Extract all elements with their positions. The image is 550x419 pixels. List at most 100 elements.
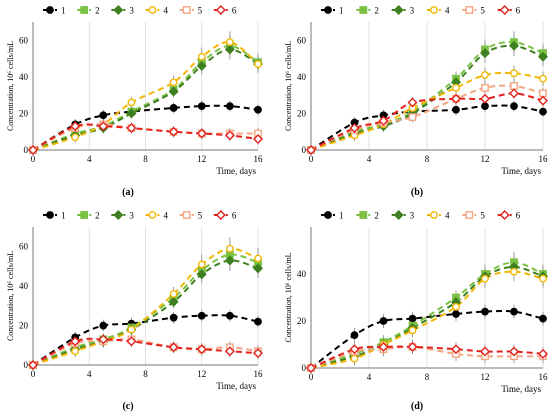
series-5-point	[481, 83, 489, 92]
x-axis-label: Time, days	[501, 166, 541, 176]
legend-marker-3	[393, 210, 404, 220]
series-6-point	[28, 145, 38, 155]
series-4-point	[510, 267, 518, 276]
series-4-point	[350, 354, 359, 363]
x-tick-label: 8	[143, 154, 148, 164]
series-6-point	[451, 344, 461, 355]
x-tick-label: 0	[309, 154, 314, 164]
series-6-point	[126, 336, 137, 347]
legend-label-6: 6	[516, 211, 521, 221]
series-1-point	[350, 331, 359, 339]
legend-label-3: 3	[129, 6, 134, 16]
legend-marker-5	[182, 211, 191, 219]
legend-marker-6	[215, 210, 226, 220]
legend-marker-2	[359, 6, 368, 14]
legend-label-5: 5	[480, 6, 485, 16]
legend-marker-6	[215, 5, 226, 15]
legend-label-1: 1	[339, 6, 344, 16]
x-tick-label: 12	[481, 372, 490, 382]
series-6-point	[378, 115, 389, 126]
series-6-point	[224, 346, 235, 357]
x-tick-label: 12	[481, 154, 490, 164]
series-6-point	[407, 341, 418, 352]
series-4-point	[481, 274, 489, 283]
x-tick-label: 8	[425, 372, 430, 382]
x-tick-label: 4	[87, 154, 92, 164]
y-tick-label: 20	[19, 108, 29, 118]
series-3-point	[253, 263, 263, 274]
y-tick-label: 40	[297, 269, 307, 279]
legend-label-4: 4	[164, 6, 169, 16]
series-4-point	[452, 83, 460, 92]
x-tick-label: 0	[31, 369, 36, 379]
legend-label-2: 2	[95, 6, 100, 16]
panel-label: (c)	[122, 401, 133, 412]
legend-marker-3	[113, 5, 124, 15]
x-tick-label: 8	[425, 154, 430, 164]
series-4-point	[539, 74, 547, 83]
series-6-point	[168, 342, 179, 353]
series-6-point	[224, 130, 235, 141]
series-6-point	[538, 348, 548, 359]
legend-marker-2	[80, 211, 89, 219]
series-6-point	[451, 93, 461, 104]
y-tick-label: 40	[19, 281, 29, 291]
series-1-point	[481, 102, 489, 111]
series-6-point	[378, 341, 389, 352]
series-1-point	[481, 307, 489, 316]
legend-label-5: 5	[480, 211, 485, 221]
legend-marker-4	[430, 211, 438, 219]
series-1-point	[169, 313, 178, 322]
series-1-point	[225, 102, 234, 111]
legend-marker-2	[80, 6, 89, 14]
series-5-point	[408, 113, 417, 121]
legend-marker-5	[465, 211, 474, 219]
series-3-point	[168, 296, 179, 307]
series-3-point	[224, 44, 235, 55]
series-1-point	[99, 111, 108, 120]
series-1-point	[379, 317, 388, 325]
series-6-point	[407, 97, 418, 108]
x-tick-label: 0	[31, 154, 36, 164]
x-tick-label: 12	[197, 154, 206, 164]
legend-label-3: 3	[410, 6, 415, 16]
series-3-point	[168, 86, 179, 97]
y-tick-label: 0	[24, 360, 29, 370]
series-4-point	[197, 260, 206, 269]
legend-label-5: 5	[198, 211, 203, 221]
series-6-point	[98, 334, 109, 345]
panel-label: (b)	[411, 187, 423, 198]
y-axis-label: Concentration, 10⁶ cells/mL	[284, 252, 293, 342]
series-6-point	[349, 123, 360, 134]
legend-marker-5	[465, 6, 474, 14]
series-4-point	[254, 60, 262, 68]
series-4-line	[310, 71, 544, 151]
legend-label-3: 3	[129, 211, 134, 221]
legend-marker-1	[324, 211, 332, 219]
series-4-point	[481, 71, 489, 79]
legend-marker-3	[113, 210, 124, 220]
series-4-point	[71, 133, 80, 142]
series-4-point	[225, 38, 234, 47]
legend-label-1: 1	[61, 211, 66, 221]
series-3-point	[196, 60, 207, 71]
legend-label-4: 4	[445, 6, 450, 16]
legend-label-2: 2	[374, 211, 379, 221]
series-4-point	[71, 347, 80, 356]
series-6-point	[70, 336, 81, 347]
x-axis-label: Time, days	[501, 384, 541, 394]
legend-label-2: 2	[95, 211, 100, 221]
y-tick-label: 0	[24, 145, 29, 155]
legend-label-6: 6	[516, 6, 521, 16]
series-6-point	[196, 128, 207, 139]
series-4-point	[225, 244, 234, 253]
series-3-point	[509, 40, 519, 51]
legend-label-1: 1	[339, 211, 344, 221]
y-tick-label: 60	[19, 242, 29, 252]
series-4-point	[197, 52, 206, 61]
y-tick-label: 0	[302, 363, 307, 373]
y-axis-label: Concentration, 10⁶ cells/mL	[284, 41, 293, 131]
x-tick-label: 16	[539, 154, 549, 164]
